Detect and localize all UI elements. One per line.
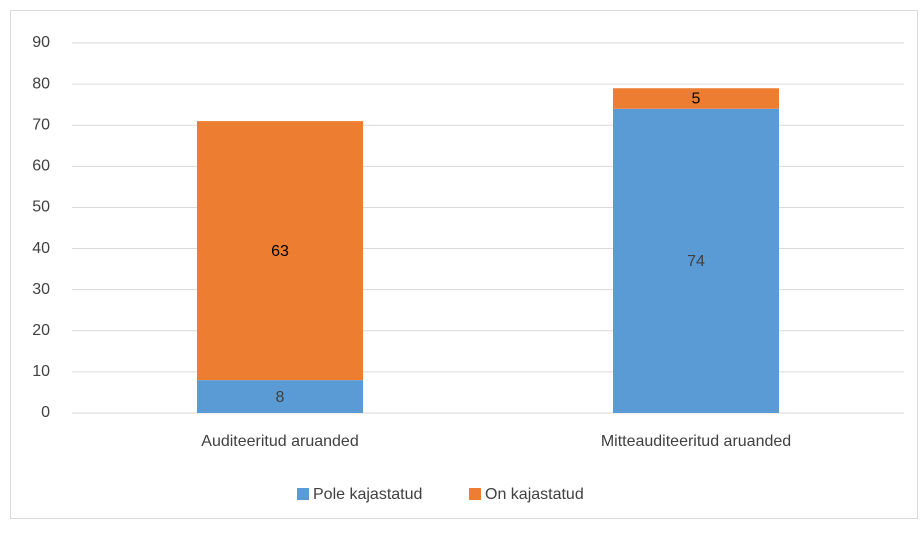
legend-label: On kajastatud [485, 486, 584, 503]
y-tick-label: 0 [41, 404, 50, 421]
y-tick-label: 60 [32, 158, 50, 175]
y-tick-label: 40 [32, 240, 50, 257]
y-tick-label: 10 [32, 363, 50, 380]
x-tick-label: Auditeeritud aruanded [201, 433, 358, 450]
data-label: 74 [687, 253, 705, 270]
y-tick-label: 20 [32, 322, 50, 339]
data-label: 8 [276, 389, 285, 406]
y-tick-label: 80 [32, 75, 50, 92]
legend-swatch [469, 488, 481, 500]
legend-label: Pole kajastatud [313, 486, 422, 503]
data-label: 5 [692, 91, 701, 108]
bar-segment [197, 380, 363, 413]
y-tick-label: 90 [32, 34, 50, 51]
legend-swatch [297, 488, 309, 500]
y-tick-label: 30 [32, 281, 50, 298]
x-tick-label: Mitteauditeeritud aruanded [601, 433, 791, 450]
y-tick-label: 70 [32, 116, 50, 133]
data-label: 63 [271, 243, 289, 260]
bar-segment [613, 88, 779, 109]
bar-segment [613, 108, 779, 414]
y-tick-label: 50 [32, 199, 50, 216]
bar-segment [197, 121, 363, 381]
